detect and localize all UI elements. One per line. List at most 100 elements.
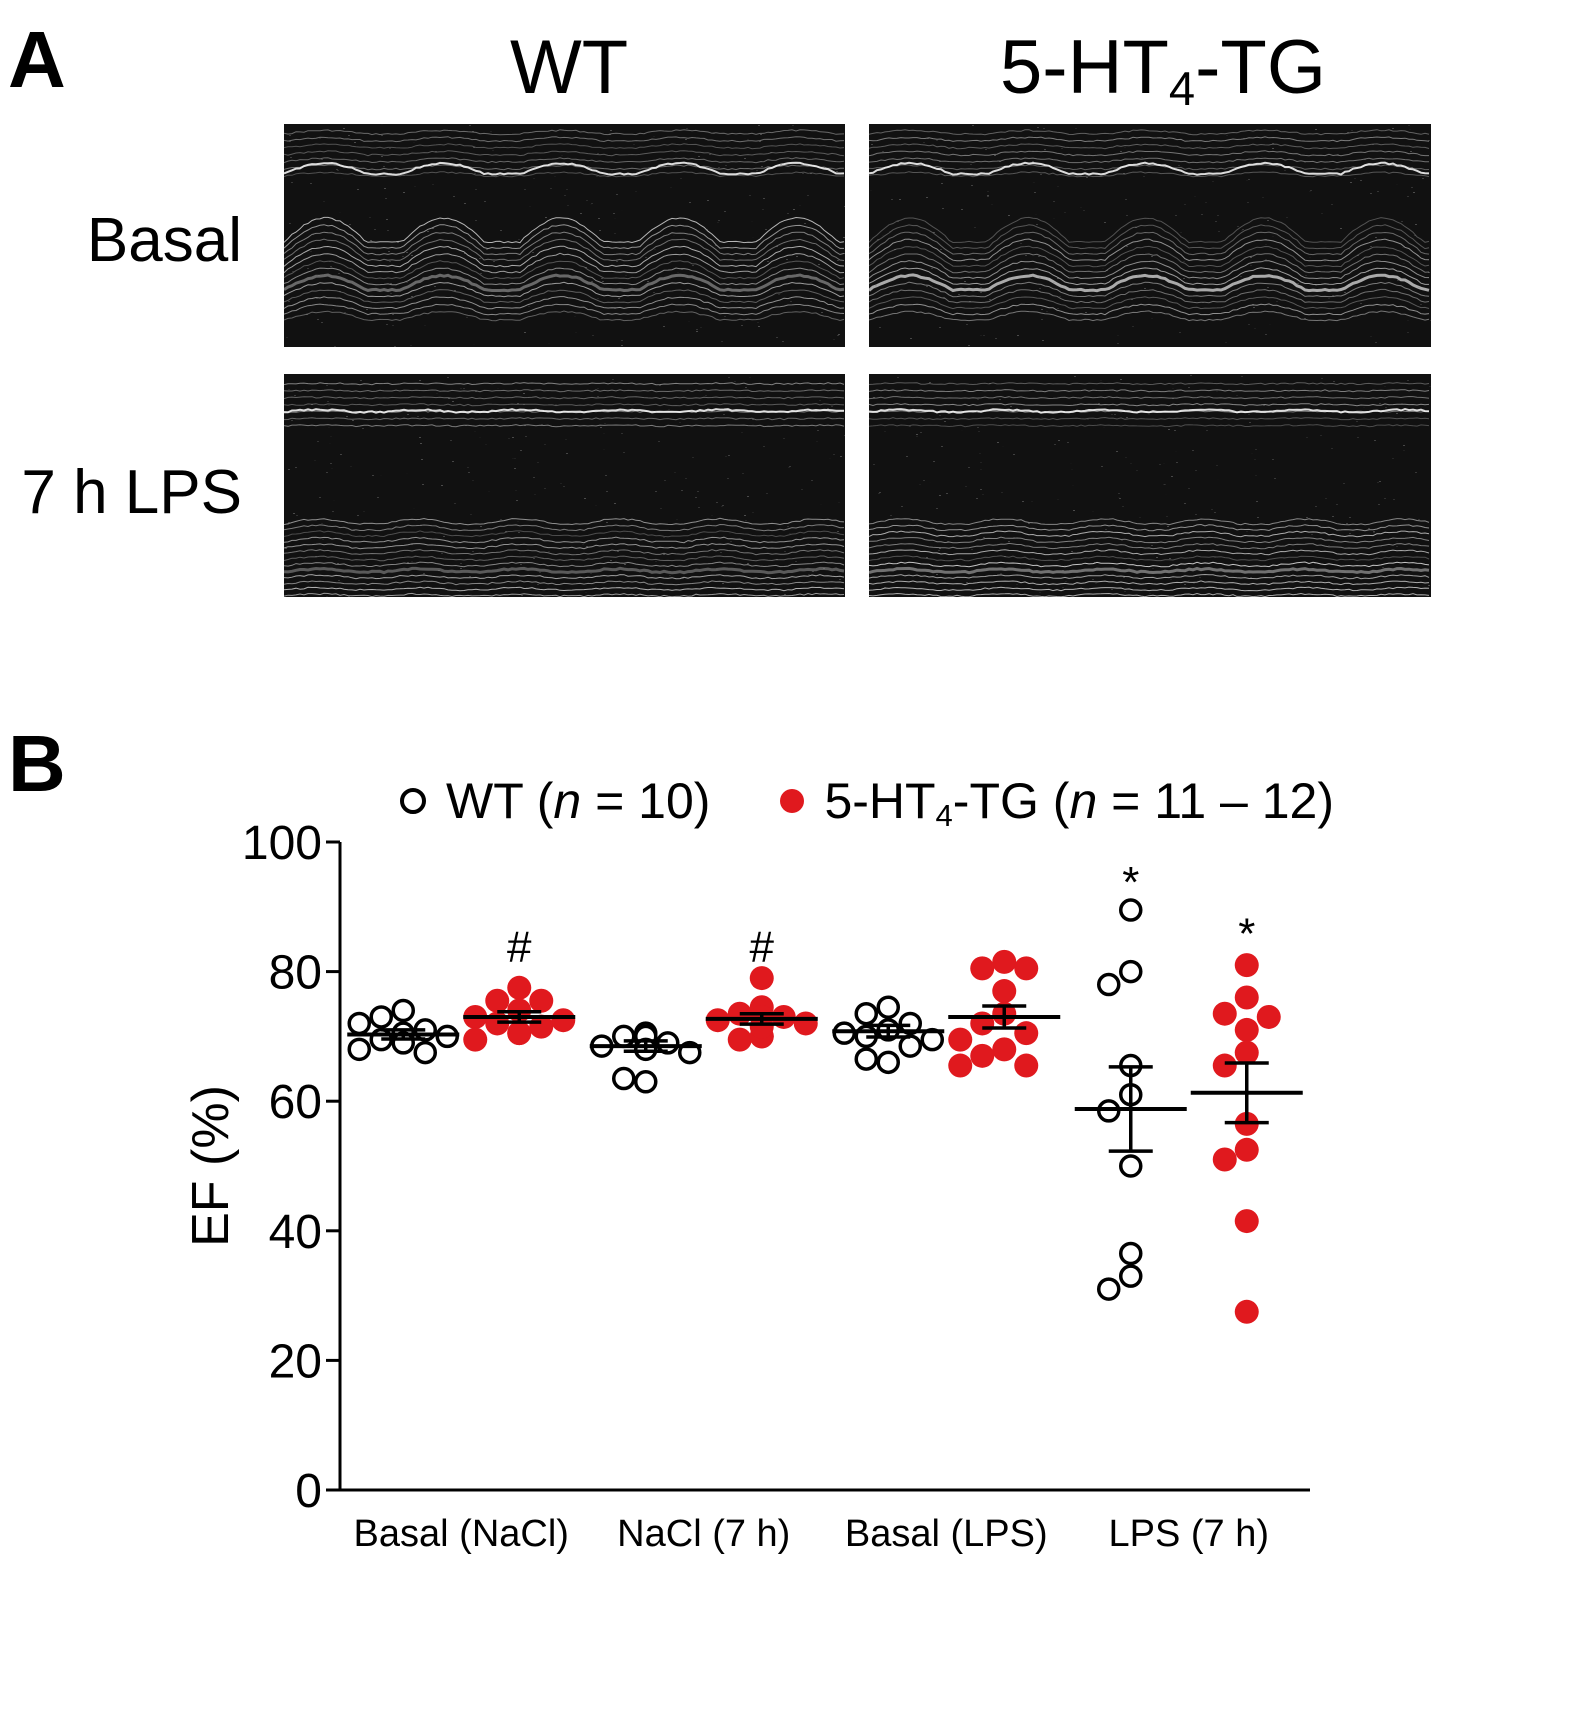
echo-speckle [1008, 541, 1010, 542]
echo-speckle [460, 388, 462, 389]
echo-speckle [1016, 584, 1018, 585]
echo-speckle [1174, 430, 1176, 431]
echo-speckle [603, 302, 605, 303]
echo-speckle [411, 255, 413, 256]
echo-speckle [621, 340, 623, 341]
echo-speckle [1156, 557, 1158, 558]
echo-speckle [818, 264, 820, 265]
echo-speckle [464, 253, 466, 254]
echo-speckle [422, 277, 424, 278]
echo-speckle [837, 260, 839, 261]
echo-speckle [1408, 125, 1410, 126]
echo-speckle [390, 293, 392, 294]
echo-speckle [1384, 386, 1386, 387]
significance-annotation: * [1238, 910, 1255, 959]
data-point-tg [551, 1008, 576, 1033]
echo-speckle [545, 217, 547, 218]
echo-speckle [537, 554, 539, 555]
echo-speckle [469, 576, 471, 577]
echo-speckle [827, 410, 829, 411]
echo-image-wt-lps [284, 374, 845, 597]
echo-speckle [1180, 232, 1182, 233]
echo-speckle [1344, 571, 1346, 572]
echo-speckle [963, 260, 965, 261]
echo-speckle [472, 131, 474, 132]
echo-speckle [1235, 524, 1237, 525]
echo-speckle [1124, 591, 1126, 592]
echo-wall-band [284, 224, 844, 250]
echo-speckle [1360, 303, 1362, 304]
echo-speckle [718, 167, 720, 168]
echo-speckle [468, 472, 470, 473]
echo-speckle [523, 404, 525, 405]
echo-speckle [1053, 218, 1055, 219]
echo-wall-band [284, 267, 845, 286]
data-point-tg [1014, 956, 1039, 981]
echo-speckle [1036, 224, 1038, 225]
echo-wall-band [284, 517, 845, 526]
echo-speckle [410, 345, 412, 346]
echo-speckle [610, 130, 612, 131]
echo-wall-band [869, 143, 1430, 150]
echo-speckle [1370, 246, 1372, 247]
echo-speckle [580, 213, 582, 214]
echo-speckle [1380, 546, 1382, 547]
echo-speckle [1351, 130, 1353, 131]
echo-speckle [1333, 381, 1335, 382]
echo-speckle [635, 191, 637, 192]
echo-speckle [799, 205, 801, 206]
column-header-suffix: -TG [1195, 25, 1326, 110]
echo-speckle [744, 515, 746, 516]
echo-speckle [766, 493, 768, 494]
echo-speckle [611, 171, 613, 172]
echo-speckle [318, 275, 320, 276]
echo-wt-lps-trace [284, 377, 845, 597]
echo-speckle [1314, 563, 1316, 564]
echo-speckle [1407, 320, 1409, 321]
echo-speckle [1321, 378, 1323, 379]
echo-speckle [752, 419, 754, 420]
data-point-tg [1234, 1017, 1259, 1042]
echo-speckle [532, 252, 534, 253]
y-tick-label: 60 [269, 1076, 322, 1129]
echo-speckle [877, 552, 879, 553]
echo-speckle [421, 459, 423, 460]
echo-speckle [833, 339, 835, 340]
echo-speckle [783, 438, 785, 439]
echo-speckle [982, 494, 984, 495]
x-tick-label: Basal (NaCl) [354, 1513, 569, 1555]
echo-speckle [525, 436, 527, 437]
echo-speckle [1320, 435, 1322, 436]
echo-speckle [1053, 282, 1055, 283]
echo-speckle [287, 524, 289, 525]
echo-speckle [475, 220, 477, 221]
echo-speckle [1152, 568, 1154, 569]
echo-speckle [490, 131, 492, 132]
echo-speckle [944, 421, 946, 422]
echo-speckle [961, 209, 963, 210]
echo-speckle [332, 511, 334, 512]
echo-speckle [360, 380, 362, 381]
echo-speckle [839, 579, 841, 580]
echo-speckle [1074, 376, 1076, 377]
echo-speckle [493, 261, 495, 262]
echo-speckle [407, 414, 409, 415]
echo-speckle [564, 195, 566, 196]
echo-speckle [1126, 246, 1128, 247]
echo-speckle [761, 166, 763, 167]
echo-speckle [916, 434, 918, 435]
echo-speckle [395, 285, 397, 286]
echo-wall-band [869, 566, 1430, 575]
echo-speckle [658, 164, 660, 165]
echo-speckle [613, 213, 615, 214]
echo-speckle [763, 198, 765, 199]
echo-speckle [939, 327, 941, 328]
echo-speckle [317, 319, 319, 320]
significance-annotation: # [750, 923, 775, 972]
echo-speckle [987, 191, 989, 192]
data-point-tg [1256, 1004, 1281, 1029]
echo-speckle [1304, 162, 1306, 163]
echo-speckle [893, 563, 895, 564]
echo-speckle [870, 190, 872, 191]
y-axis-label: EF (%) [182, 1085, 240, 1247]
